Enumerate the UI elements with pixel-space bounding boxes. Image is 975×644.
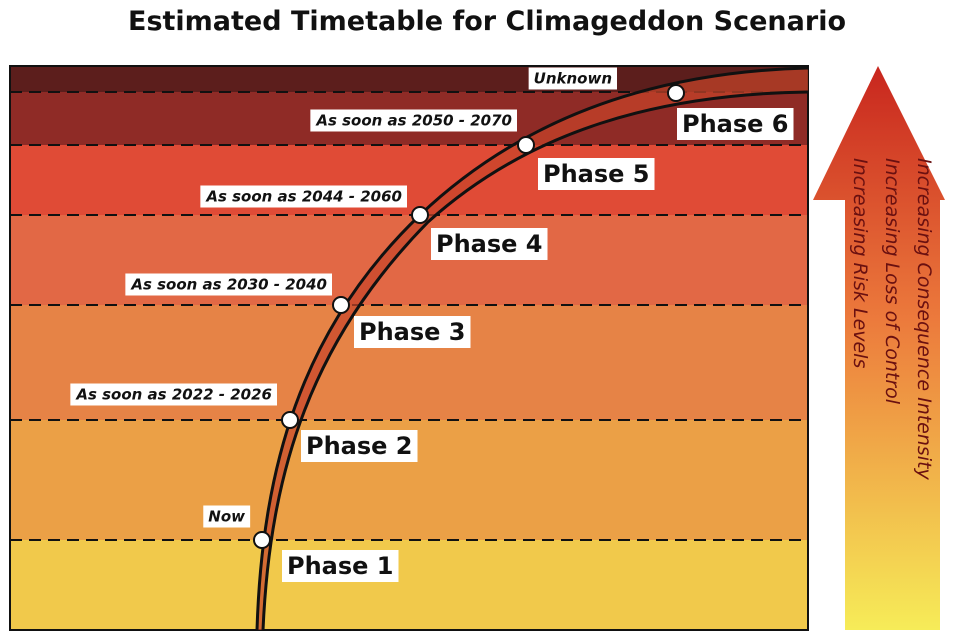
timing-label-box xyxy=(310,109,517,132)
arrow-label: Increasing Risk Levels xyxy=(849,158,871,368)
phase-label-box xyxy=(677,108,794,140)
phase-label: Phase 5 xyxy=(543,160,650,188)
phase-labels: Now Phase 1 As soon as 2022 - 2026 Phase 2 A… xyxy=(70,67,794,582)
timing-label-box xyxy=(203,505,251,528)
timing-label-box xyxy=(70,383,277,406)
timing-label: As soon as 2022 - 2026 xyxy=(75,386,272,404)
curve xyxy=(261,90,809,631)
timing-label-box xyxy=(125,273,332,296)
timing-label: As soon as 2044 - 2060 xyxy=(205,188,402,206)
title: Estimated Timetable for Climageddon Scen… xyxy=(128,6,846,37)
timing-label-box xyxy=(528,67,617,90)
timing-label: As soon as 2030 - 2040 xyxy=(130,276,327,294)
timing-label: As soon as 2050 - 2070 xyxy=(315,112,512,130)
phase-dot xyxy=(667,84,685,102)
phase-label-box xyxy=(282,550,399,582)
phase-label: Phase 6 xyxy=(682,110,789,138)
arrow-label: Increasing Consequence Intensity xyxy=(913,158,935,481)
phase-dot xyxy=(332,296,350,314)
phase-label-box xyxy=(354,316,471,348)
arrow-label: Increasing Loss of Control xyxy=(881,158,903,405)
phase-dot xyxy=(411,206,429,224)
timing-label: Now xyxy=(208,508,245,526)
phase-label-box xyxy=(538,158,655,190)
phase-label-box xyxy=(431,228,548,260)
phase-label: Phase 1 xyxy=(287,552,394,580)
phase-dot xyxy=(281,411,299,429)
phase-label-box xyxy=(301,430,418,462)
phase-dot xyxy=(517,136,535,154)
phase-label: Phase 3 xyxy=(359,318,466,346)
timing-label: Unknown xyxy=(534,70,612,88)
risk-arrow: Increasing Consequence Intensity Increas… xyxy=(813,66,945,630)
phase-label: Phase 2 xyxy=(306,432,413,460)
timing-label-box xyxy=(200,185,407,208)
phase-label: Phase 4 xyxy=(436,230,543,258)
phase-dot xyxy=(253,531,271,549)
